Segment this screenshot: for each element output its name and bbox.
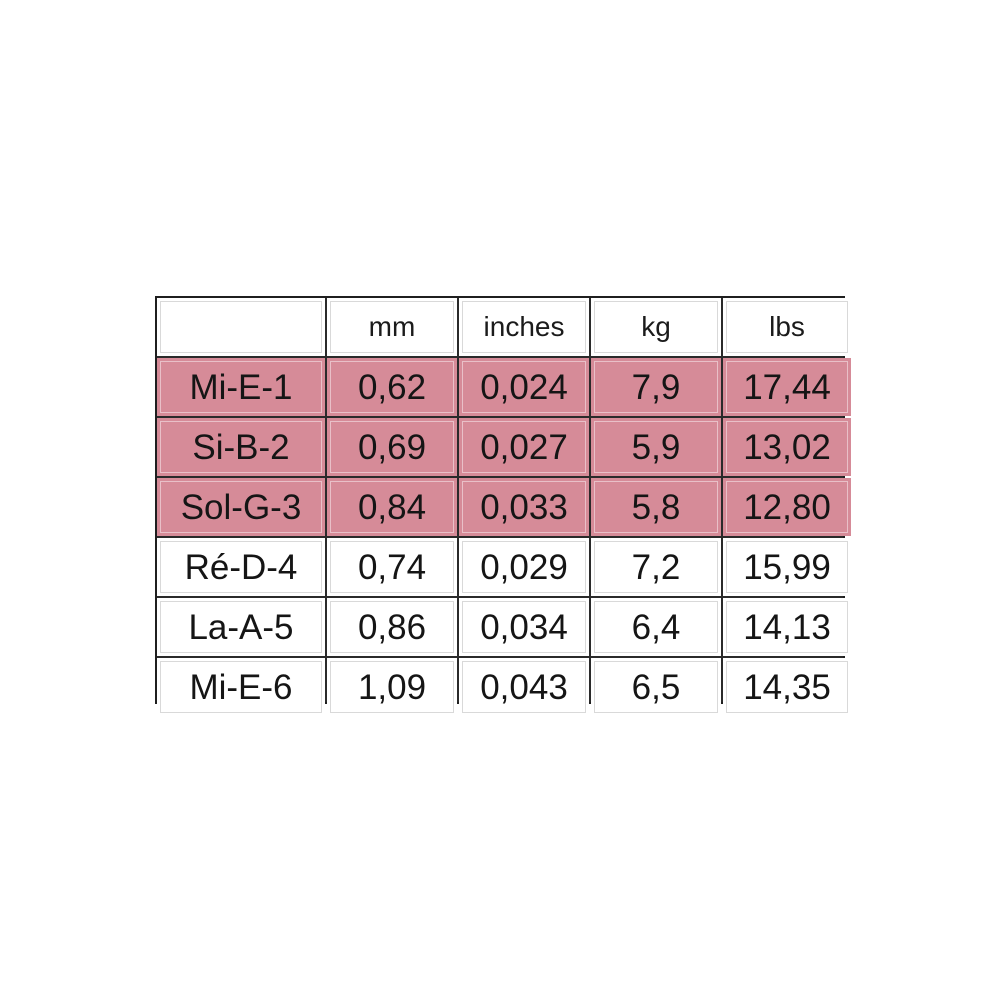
row-2-lbs: 13,02	[723, 418, 851, 476]
row-5-mm: 0,86	[327, 598, 457, 656]
row-5-name: La-A-5	[157, 598, 325, 656]
row-6-name: Mi-E-6	[157, 658, 325, 716]
row-4-inches: 0,029	[459, 538, 589, 596]
row-2-name: Si-B-2	[157, 418, 325, 476]
row-1-kg: 7,9	[591, 358, 721, 416]
row-3-inches: 0,033	[459, 478, 589, 536]
row-3-lbs: 12,80	[723, 478, 851, 536]
row-2-mm: 0,69	[327, 418, 457, 476]
row-5-kg: 6,4	[591, 598, 721, 656]
header-corner-cell	[157, 298, 325, 356]
row-1-name: Mi-E-1	[157, 358, 325, 416]
row-6-inches: 0,043	[459, 658, 589, 716]
row-2-kg: 5,9	[591, 418, 721, 476]
row-1-inches: 0,024	[459, 358, 589, 416]
header-kg: kg	[591, 298, 721, 356]
row-6-lbs: 14,35	[723, 658, 851, 716]
row-5-inches: 0,034	[459, 598, 589, 656]
row-4-mm: 0,74	[327, 538, 457, 596]
row-1-mm: 0,62	[327, 358, 457, 416]
table-grid: mm inches kg lbs Mi-E-1 0,62 0,024 7,9 1…	[157, 298, 851, 716]
row-3-kg: 5,8	[591, 478, 721, 536]
row-4-name: Ré-D-4	[157, 538, 325, 596]
header-lbs: lbs	[723, 298, 851, 356]
header-mm: mm	[327, 298, 457, 356]
string-gauge-table: mm inches kg lbs Mi-E-1 0,62 0,024 7,9 1…	[155, 296, 851, 716]
row-4-lbs: 15,99	[723, 538, 851, 596]
row-2-inches: 0,027	[459, 418, 589, 476]
header-inches: inches	[459, 298, 589, 356]
row-5-lbs: 14,13	[723, 598, 851, 656]
row-1-lbs: 17,44	[723, 358, 851, 416]
row-3-name: Sol-G-3	[157, 478, 325, 536]
row-3-mm: 0,84	[327, 478, 457, 536]
row-6-mm: 1,09	[327, 658, 457, 716]
row-4-kg: 7,2	[591, 538, 721, 596]
row-6-kg: 6,5	[591, 658, 721, 716]
